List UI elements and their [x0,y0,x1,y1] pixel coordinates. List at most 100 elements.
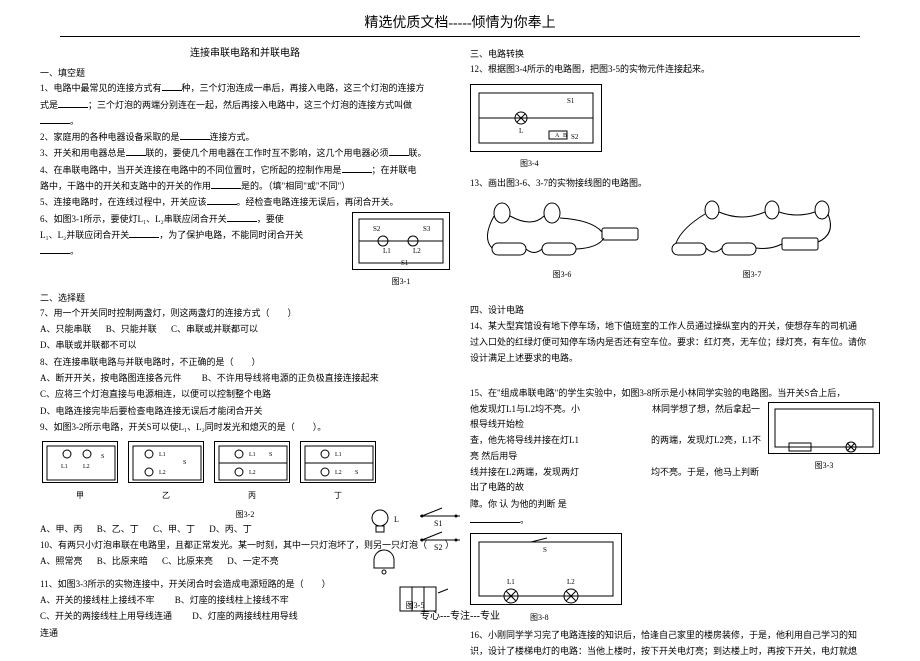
q1-text-b: 种，三个灯泡连成一串后，再接入电路，这三个灯泡的连接方 [182,83,425,93]
q14-b: 过入口处的红绿灯便可知停车场内是否还有空车位。要求：红灯亮，无车位；绿灯亮，有车… [470,335,880,350]
q11-opt-e: 连通 [40,626,450,641]
q5-text-a: 5、连接电路时，在连线过程中，开关应该 [40,197,207,207]
figure-3-7: 图3-7 [662,198,842,282]
blank [207,195,237,205]
blank [180,130,210,140]
q7-options: A、只能串联 B、只能并联 C、串联或并联都可以 [40,322,450,337]
svg-text:L2: L2 [567,578,575,586]
figure-3-4-block: L S1 S2 AB 图3-4 [470,84,880,171]
fig-3-2-b: L1L2S 乙 [128,441,204,502]
figure-3-8: L1 L2 S [470,533,622,605]
q6-text-c: L₁、L₂并联应闭合开关 [40,230,129,240]
circuit-diagram [768,402,880,454]
circuit-diagram: S2 S3 L1 L2 S1 [352,212,450,270]
q7-opt-a: A、只能串联 [40,322,92,337]
q10-opt-d: D、一定不亮 [227,554,279,569]
blank [40,114,70,124]
figure-3-1: S2 S3 L1 L2 S1 图3-1 [352,212,450,289]
q6-text-e: 。 [70,246,79,256]
blank [211,179,241,189]
q3: 3、开关和用电器总是 联的，要使几个用电器在工作时互不影响，这几个用电器必须 联。 [40,146,450,161]
blank [227,212,257,222]
q16-a: 16、小刚同学学习完了电路连接的知识后，恰逢自己家里的楼房装修，于是，他利用自己… [470,628,880,643]
q8-opt-d: D、电路连接完毕后要检查电路连接无误后才能闭合开关 [40,404,450,419]
blank [389,146,409,156]
blank [162,81,182,91]
q2-text-b: 连接方式。 [210,132,255,142]
fig-label-a: 甲 [42,489,118,503]
q3-text-c: 联。 [409,148,427,158]
svg-text:L1: L1 [61,464,68,470]
q12: 12、根据图3-4所示的电路图，把图3-5的实物元件连接起来。 [470,62,880,77]
svg-text:S2: S2 [571,133,579,141]
q9: 9、如图3-2所示电路，开关S可以使L₁、L₂同时发光和熄灭的是（ ）。 [40,420,450,435]
figure-3-4-label: 图3-4 [470,157,880,171]
q4-text-d: 是的。（填"相同"或"不同"） [241,181,350,191]
q8-opt-a: A、断开开关，按电路图连接各元件 [40,373,182,383]
q1: 1、电路中最常见的连接方式有种，三个灯泡连成一串后，再接入电路，这三个灯泡的连接… [40,81,450,96]
svg-text:A: A [555,133,560,139]
blank [342,163,372,173]
figure-3-3-right: 图3-3 [768,402,880,473]
section-2-heading: 二、选择题 [40,291,450,306]
q15b-l: 他发现灯L1与L2均不亮。小 [470,404,580,414]
q15-e: 障。你 认 为他的判断 是 [470,497,880,512]
q6-text-a: 6、如图3-1所示，要使灯L₁、L₂串联应闭合开关 [40,214,227,224]
q13: 13、画出图3-6、3-7的实物接线图的电路图。 [470,176,880,191]
figure-3-5-block: L S1 S2 图3-5 [360,500,470,611]
figure-3-5-svg: L S1 S2 [360,500,470,600]
svg-text:L1: L1 [335,452,342,458]
q14-a: 14、某大型宾馆设有地下停车场，地下值班室的工作人员通过操纵室内的开关，使想存车… [470,319,880,334]
q10-opt-b: B、比原来暗 [97,554,148,569]
blank [470,513,520,523]
q8-line-ab: A、断开开关，按电路图连接各元件 B、不许用导线将电源的正负极直接连接起来 [40,371,450,386]
blank [58,98,88,108]
q4: 4、在串联电路中，当开关连接在电路中的不同位置时，它所起的控制作用是；在并联电 [40,163,450,178]
svg-text:B: B [563,133,567,139]
q1-line3: 。 [40,114,450,129]
page-footer: 专心---专注---专业 [0,607,920,622]
circuit-diagram: L1L2S [42,441,118,483]
figures-3-6-3-7: 图3-6 图3-7 [470,196,880,284]
figure-3-1-label: 图3-1 [352,275,450,289]
svg-text:S: S [355,470,358,476]
blank [126,146,146,156]
fig-3-2-a: L1L2S 甲 [42,441,118,502]
circuit-diagram: L1L2S [300,441,376,483]
q2-text-a: 2、家庭用的各种电器设备采取的是 [40,132,180,142]
q2: 2、家庭用的各种电器设备采取的是 连接方式。 [40,130,450,145]
circuit-svg: L S1 S2 AB [471,85,601,151]
circuit-svg: L1 L2 S [471,534,621,604]
q15f-t: 。 [520,515,529,525]
q7-opt-d: D、串联或并联都不可以 [40,338,450,353]
q9-opt-a: A、甲、丙 [40,522,83,537]
section-4-heading: 四、设计电路 [470,303,880,318]
q10-opt-a: A、照常亮 [40,554,83,569]
svg-text:L2: L2 [413,247,421,255]
q8: 8、在连接串联电路与并联电路时，不正确的是（ ） [40,355,450,370]
q3-text-b: 联的，要使几个用电器在工作时互不影响，这几个用电器必须 [146,148,389,158]
q4-text-a: 4、在串联电路中，当开关连接在电路中的不同位置时，它所起的控制作用是 [40,165,342,175]
q6-text-d: ，为了保护电路，不能同时闭合开关 [159,230,303,240]
circuit-physical [472,198,652,268]
q3-text-a: 3、开关和用电器总是 [40,148,126,158]
q1-text-d: ；三个灯泡的两端分别连在一起，然后再接入电路中，这三个灯泡的连接方式叫做 [88,100,412,110]
q1-text-c: 式是 [40,100,58,110]
q1-text-e: 。 [70,116,79,126]
svg-text:S1: S1 [434,519,442,528]
svg-text:L: L [394,515,399,524]
blank [129,228,159,238]
svg-text:S2: S2 [373,225,381,233]
svg-text:S: S [183,460,186,466]
page-header: 精选优质文档-----倾情为你奉上 [60,0,860,37]
q11-opt-a: A、开关的接线柱上接线不牢 [40,595,155,605]
q14-c: 设计满足上述要求的电路。 [470,351,880,366]
q15d-l: 线并接在L2两端，发现两灯 [470,467,579,477]
circuit-physical [662,198,842,268]
q10-opt-c: C、比原来亮 [162,554,213,569]
q7-opt-b: B、只能并联 [106,322,157,337]
svg-text:S3: S3 [423,225,431,233]
svg-text:S: S [543,546,547,554]
svg-text:L2: L2 [159,470,166,476]
q11-opt-b: B、灯座的接线柱上接线不牢 [175,595,289,605]
